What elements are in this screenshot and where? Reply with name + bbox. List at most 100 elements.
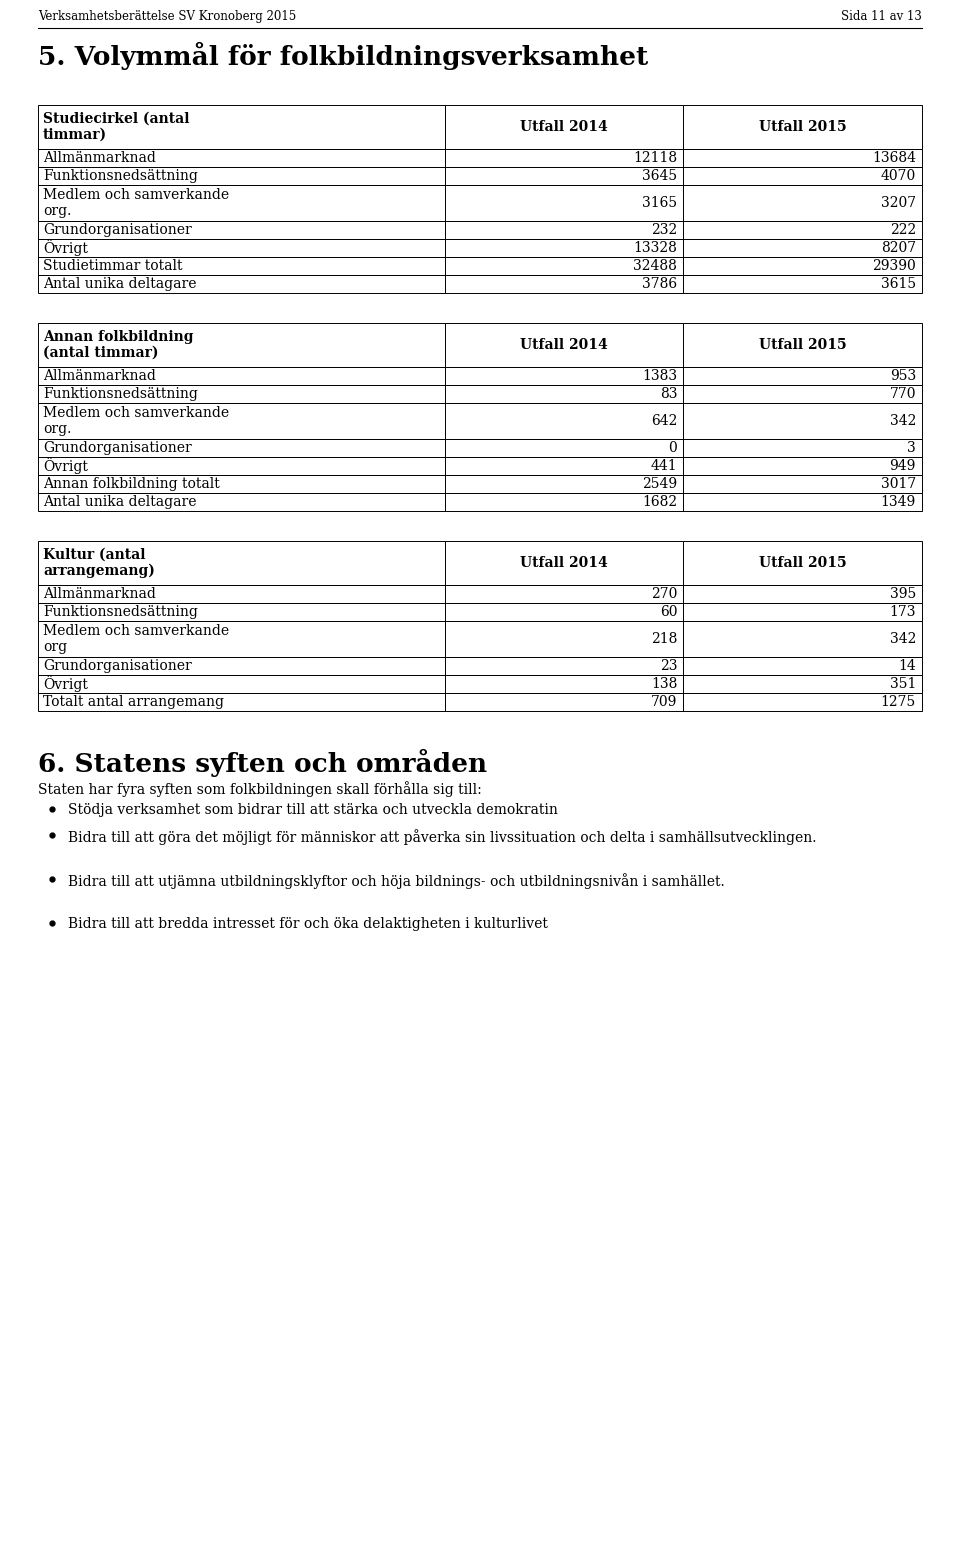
Text: 6. Statens syften och områden: 6. Statens syften och områden bbox=[38, 749, 487, 777]
Text: Utfall 2014: Utfall 2014 bbox=[520, 556, 608, 570]
Text: 8207: 8207 bbox=[881, 241, 916, 255]
Text: 222: 222 bbox=[890, 222, 916, 236]
Bar bbox=[684, 221, 922, 239]
Text: Grundorganisationer: Grundorganisationer bbox=[43, 660, 192, 674]
Bar bbox=[38, 256, 444, 275]
Text: Medlem och samverkande
org.: Medlem och samverkande org. bbox=[43, 188, 229, 218]
Bar bbox=[38, 368, 444, 385]
Text: Utfall 2014: Utfall 2014 bbox=[520, 338, 608, 352]
Text: 2549: 2549 bbox=[642, 477, 678, 491]
Text: 770: 770 bbox=[890, 386, 916, 402]
Text: 3207: 3207 bbox=[881, 196, 916, 210]
Bar bbox=[684, 256, 922, 275]
Bar bbox=[38, 621, 444, 657]
Bar bbox=[444, 275, 684, 294]
Bar bbox=[684, 541, 922, 586]
Bar bbox=[444, 385, 684, 403]
Bar bbox=[38, 675, 444, 694]
Text: 709: 709 bbox=[651, 695, 678, 709]
Text: 949: 949 bbox=[890, 459, 916, 473]
Bar bbox=[38, 385, 444, 403]
Bar bbox=[38, 457, 444, 474]
Bar bbox=[38, 694, 444, 711]
Bar bbox=[444, 694, 684, 711]
Text: 342: 342 bbox=[890, 414, 916, 428]
Bar bbox=[38, 221, 444, 239]
Text: 13328: 13328 bbox=[634, 241, 678, 255]
Text: Utfall 2014: Utfall 2014 bbox=[520, 121, 608, 134]
Bar bbox=[684, 657, 922, 675]
Bar bbox=[38, 603, 444, 621]
Bar bbox=[684, 368, 922, 385]
Text: Studietimmar totalt: Studietimmar totalt bbox=[43, 260, 182, 273]
Bar bbox=[684, 403, 922, 439]
Text: Annan folkbildning totalt: Annan folkbildning totalt bbox=[43, 477, 220, 491]
Bar bbox=[684, 167, 922, 185]
Text: 3645: 3645 bbox=[642, 168, 678, 182]
Text: 441: 441 bbox=[651, 459, 678, 473]
Text: 60: 60 bbox=[660, 606, 678, 620]
Bar bbox=[38, 185, 444, 221]
Text: Utfall 2015: Utfall 2015 bbox=[758, 338, 847, 352]
Text: 1349: 1349 bbox=[880, 494, 916, 508]
Bar bbox=[444, 586, 684, 603]
Text: Verksamhetsberättelse SV Kronoberg 2015: Verksamhetsberättelse SV Kronoberg 2015 bbox=[38, 9, 297, 23]
Text: Grundorganisationer: Grundorganisationer bbox=[43, 440, 192, 454]
Bar bbox=[38, 105, 444, 148]
Text: 3165: 3165 bbox=[642, 196, 678, 210]
Text: Grundorganisationer: Grundorganisationer bbox=[43, 222, 192, 236]
Bar bbox=[684, 148, 922, 167]
Text: 342: 342 bbox=[890, 632, 916, 646]
Bar bbox=[38, 148, 444, 167]
Bar bbox=[684, 603, 922, 621]
Bar bbox=[444, 603, 684, 621]
Bar bbox=[684, 323, 922, 368]
Bar bbox=[444, 493, 684, 511]
Text: 4070: 4070 bbox=[880, 168, 916, 182]
Text: Studiecirkel (antal
timmar): Studiecirkel (antal timmar) bbox=[43, 111, 189, 142]
Bar bbox=[444, 323, 684, 368]
Text: 270: 270 bbox=[651, 587, 678, 601]
Text: Utfall 2015: Utfall 2015 bbox=[758, 556, 847, 570]
Bar bbox=[684, 185, 922, 221]
Text: Antal unika deltagare: Antal unika deltagare bbox=[43, 494, 197, 508]
Text: Staten har fyra syften som folkbildningen skall förhålla sig till:: Staten har fyra syften som folkbildninge… bbox=[38, 782, 482, 797]
Text: 395: 395 bbox=[890, 587, 916, 601]
Text: 173: 173 bbox=[890, 606, 916, 620]
Text: Allmänmarknad: Allmänmarknad bbox=[43, 587, 156, 601]
Bar bbox=[444, 105, 684, 148]
Bar bbox=[684, 621, 922, 657]
Text: 218: 218 bbox=[651, 632, 678, 646]
Text: 351: 351 bbox=[890, 677, 916, 691]
Text: Bidra till att utjämna utbildningsklyftor och höja bildnings- och utbildningsniv: Bidra till att utjämna utbildningsklyfto… bbox=[68, 873, 725, 888]
Bar bbox=[38, 474, 444, 493]
Bar bbox=[444, 221, 684, 239]
Bar bbox=[38, 586, 444, 603]
Text: Medlem och samverkande
org.: Medlem och samverkande org. bbox=[43, 406, 229, 436]
Text: Kultur (antal
arrangemang): Kultur (antal arrangemang) bbox=[43, 547, 155, 578]
Bar bbox=[444, 541, 684, 586]
Bar bbox=[444, 403, 684, 439]
Text: Bidra till att bredda intresset för och öka delaktigheten i kulturlivet: Bidra till att bredda intresset för och … bbox=[68, 918, 548, 932]
Text: 14: 14 bbox=[899, 660, 916, 674]
Bar bbox=[38, 167, 444, 185]
Bar bbox=[38, 657, 444, 675]
Bar bbox=[444, 439, 684, 457]
Text: 1275: 1275 bbox=[880, 695, 916, 709]
Bar bbox=[684, 586, 922, 603]
Text: Antal unika deltagare: Antal unika deltagare bbox=[43, 277, 197, 290]
Text: Annan folkbildning
(antal timmar): Annan folkbildning (antal timmar) bbox=[43, 331, 194, 360]
Bar bbox=[444, 167, 684, 185]
Text: 29390: 29390 bbox=[873, 260, 916, 273]
Bar bbox=[684, 694, 922, 711]
Bar bbox=[38, 403, 444, 439]
Text: Funktionsnedsättning: Funktionsnedsättning bbox=[43, 606, 198, 620]
Bar bbox=[444, 256, 684, 275]
Text: Funktionsnedsättning: Funktionsnedsättning bbox=[43, 168, 198, 182]
Bar bbox=[684, 675, 922, 694]
Bar bbox=[684, 493, 922, 511]
Text: 5. Volymmål för folkbildningsverksamhet: 5. Volymmål för folkbildningsverksamhet bbox=[38, 42, 648, 70]
Text: 138: 138 bbox=[651, 677, 678, 691]
Text: 83: 83 bbox=[660, 386, 678, 402]
Text: 23: 23 bbox=[660, 660, 678, 674]
